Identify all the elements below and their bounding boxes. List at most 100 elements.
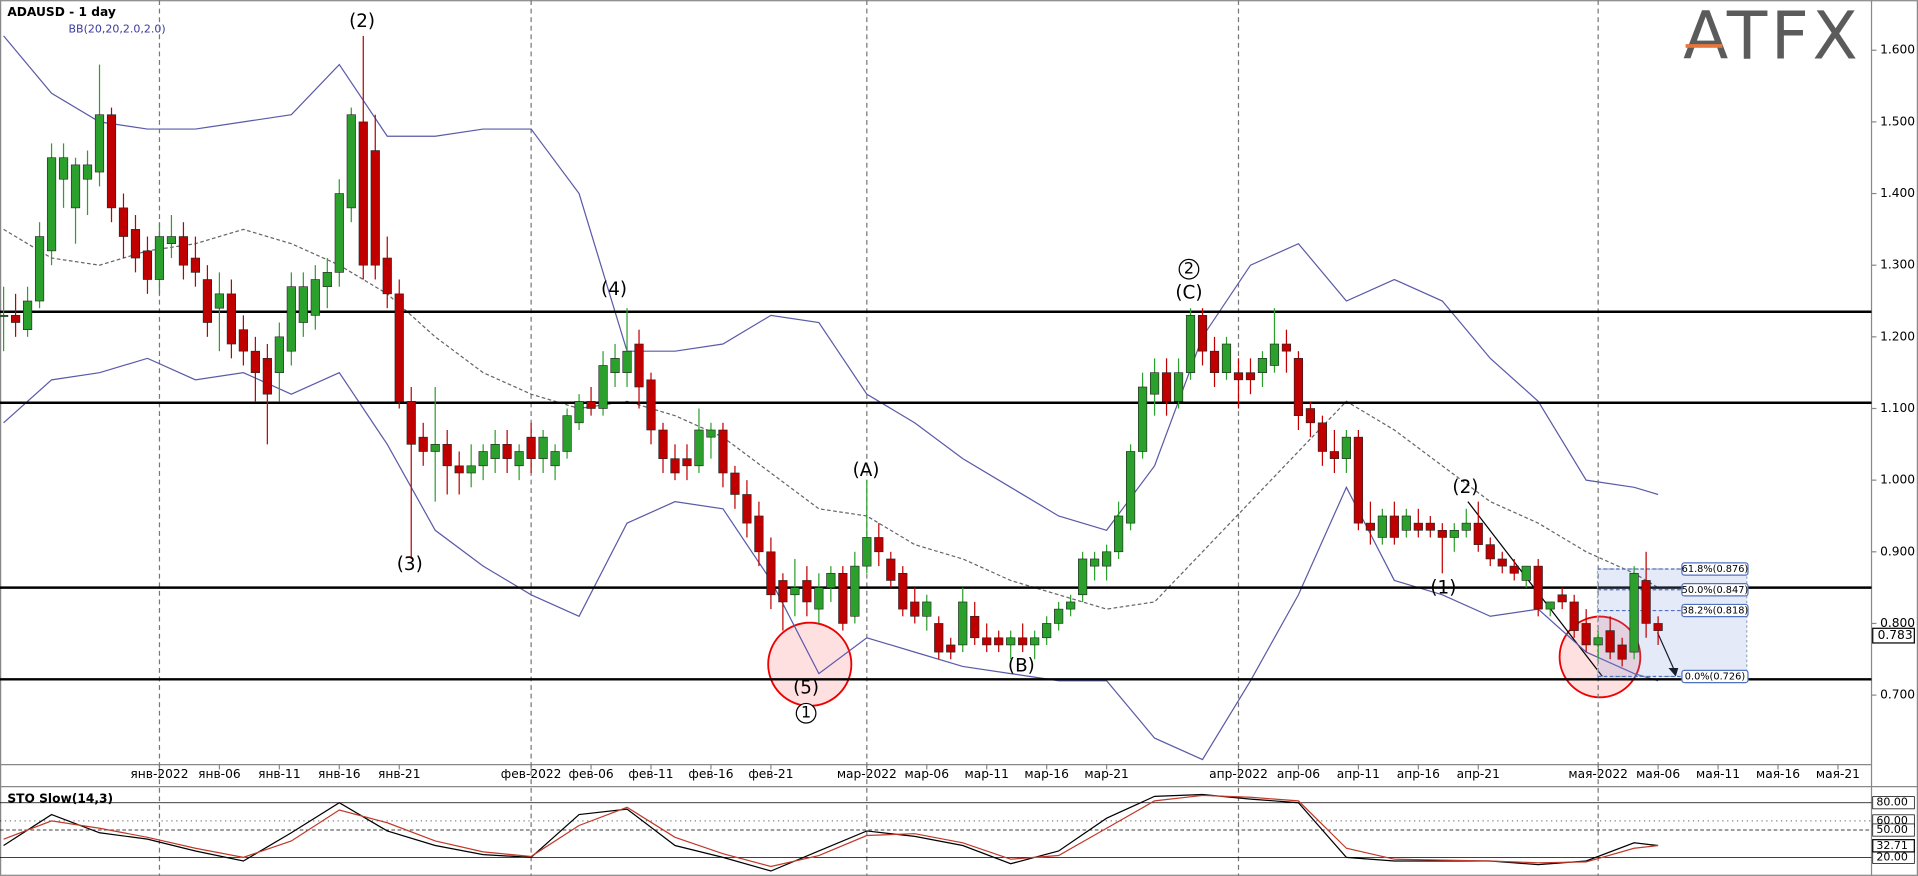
candle-body [1425,522,1435,531]
candle-body [814,587,824,610]
candle-body [790,587,800,596]
candle-body [1269,343,1280,366]
candle-body [94,114,105,173]
candle-body [1437,529,1447,538]
candle-body [1641,580,1651,624]
candle-body [1018,637,1028,646]
indicator-label: BB(20,20,2.0,2.0) [69,22,166,35]
wave-label: (A) [853,460,880,481]
tick-box [1872,823,1915,837]
candle-body [466,465,476,474]
candle-body [394,293,404,402]
candle-body [10,315,21,323]
candle-body [310,279,320,316]
candle-body [1305,408,1316,424]
candle-body [430,444,440,452]
candle-body [1353,436,1363,524]
arrow-head [1668,667,1679,677]
candle-body [358,121,368,266]
candle-body [1293,358,1304,416]
band-line [3,35,1659,532]
wave-label: 1 [801,703,811,722]
wave-label: (3) [397,554,423,575]
x-tick-label: янв-06 [198,767,241,781]
candle-body [238,329,248,352]
fib-label: 50.0%(0.847) [1682,585,1749,596]
candle-body [1401,515,1411,531]
candle-body [886,558,896,581]
y-tick-label: 0.800 [1880,616,1915,630]
logo: ATFX [1683,0,1861,75]
candle-body [406,401,416,445]
x-tick-label: апр-06 [1277,767,1320,781]
x-tick-label: янв-11 [258,767,301,781]
x-tick-label: мар-11 [965,767,1009,781]
y-tick-label: 1.500 [1880,114,1915,128]
candle-body [1341,436,1351,459]
panel-title: STO Slow(14,3) [7,791,113,805]
logo-bar [1685,44,1723,48]
wave-label: (B) [1008,656,1035,677]
candle-body [1497,558,1507,567]
candle-body [226,293,236,345]
candle-body [1413,522,1423,531]
candle-body [694,429,704,467]
candle-body [562,415,572,452]
fib-label: 0.0%(0.726) [1685,671,1745,682]
wave-label: (2) [349,11,375,32]
candle-body [1653,623,1663,631]
candle-body [34,236,45,302]
y-tick-label: 1.200 [1880,329,1915,343]
candle-body [58,157,69,180]
y-tick-label: 1.600 [1880,43,1915,57]
candle-body [634,343,644,388]
candle-body [1485,544,1495,560]
candle-body [346,114,356,209]
candle-body [778,580,788,603]
fib-label-box [1681,583,1749,597]
candle-body [1245,372,1256,381]
x-tick-label: мар-16 [1024,767,1068,781]
candle-body [1449,529,1459,538]
candle-body [1114,515,1124,553]
candle-body [214,293,224,309]
y-tick-label: 0.900 [1880,544,1915,558]
x-tick-label: мая-21 [1816,767,1860,781]
candle-body [730,472,740,495]
candle-body [682,458,692,467]
candle-body [766,551,776,596]
candle-body [1365,522,1375,531]
x-tick-label: апр-21 [1457,767,1500,781]
candle-body [1533,565,1543,610]
candle-body [754,515,764,553]
candle-body [178,236,189,266]
x-tick-label: фев-16 [688,767,733,781]
wave-label: (4) [601,279,627,300]
highlight-circle [1558,615,1642,699]
y-tick-label: 1.000 [1880,473,1915,487]
fib-label: 38.2%(0.818) [1682,606,1749,617]
candle-body [1377,515,1387,538]
candle-body [622,350,632,373]
candle-body [286,286,296,352]
candle-body [1149,372,1160,395]
candle-body [70,164,81,209]
tick-box [1872,796,1915,810]
candle-body [478,451,488,467]
candle-body [1078,558,1088,596]
stochastic-line [3,793,1659,872]
wave-label: (5) [793,678,819,699]
x-tick-label: фев-11 [628,767,673,781]
x-tick-label: мая-11 [1696,767,1740,781]
candle-body [1054,608,1064,624]
candle-body [262,358,272,395]
candle-body [202,279,213,323]
candle-body [970,615,980,639]
candle-body [718,429,728,474]
band-line [3,228,1659,610]
candle-body [1461,522,1471,531]
y-tick-label: 1.400 [1880,186,1915,200]
price-box [1872,627,1915,644]
